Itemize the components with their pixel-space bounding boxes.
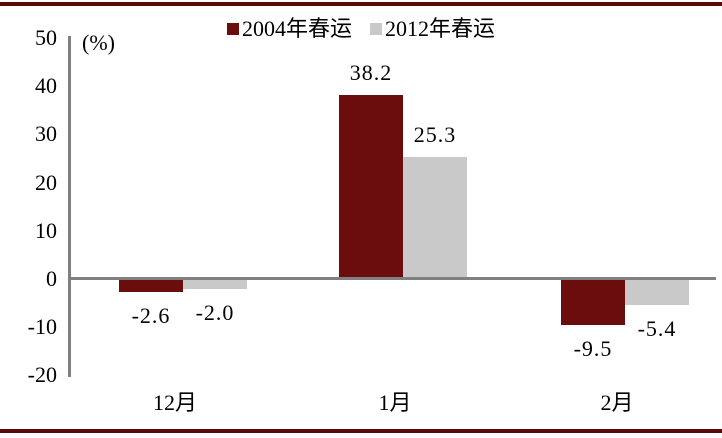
y-axis-unit-label: (%)	[82, 30, 115, 55]
bar-2012年春运-1月	[403, 157, 467, 279]
x-axis-label-12月: 12月	[152, 390, 197, 415]
legend-label: 2004年春运	[241, 16, 352, 41]
zero-gridline	[68, 277, 716, 280]
y-tick-label: 10	[35, 217, 57, 243]
legend-swatch-icon	[370, 23, 382, 35]
y-tick-label: 40	[35, 73, 57, 99]
legend-item-1: 2012年春运	[370, 16, 495, 42]
bar-2012年春运-12月	[183, 279, 247, 289]
bar-value-label: -5.4	[637, 316, 677, 342]
legend-label: 2012年春运	[385, 16, 496, 41]
y-tick-label: 30	[35, 121, 57, 147]
y-tick-label: 0	[46, 266, 57, 291]
bar-value-label: 38.2	[349, 59, 393, 85]
bar-value-label: -9.5	[573, 335, 613, 361]
legend-item-0: 2004年春运	[226, 16, 352, 42]
bar-2012年春运-2月	[625, 279, 689, 306]
y-axis-line	[68, 36, 71, 377]
bottom-border-line	[0, 429, 722, 433]
bar-value-label: -2.6	[131, 302, 171, 328]
y-tick-label: -20	[27, 362, 57, 388]
y-tick-label: 20	[35, 169, 57, 195]
y-tick-label: -10	[27, 314, 57, 340]
bar-2004年春运-1月	[339, 94, 403, 279]
x-axis-label-1月: 1月	[378, 390, 412, 415]
x-axis-label-2月: 2月	[600, 390, 634, 415]
bar-2004年春运-2月	[561, 279, 625, 325]
top-border-line	[0, 2, 722, 6]
bar-value-label: -2.0	[195, 299, 235, 325]
legend-swatch-icon	[226, 23, 239, 35]
y-tick-label: 50	[35, 25, 57, 50]
bar-2004年春运-12月	[119, 279, 183, 292]
chart-legend: 2004年春运 2012年春运	[0, 16, 722, 42]
bar-value-label: 25.3	[413, 122, 457, 148]
